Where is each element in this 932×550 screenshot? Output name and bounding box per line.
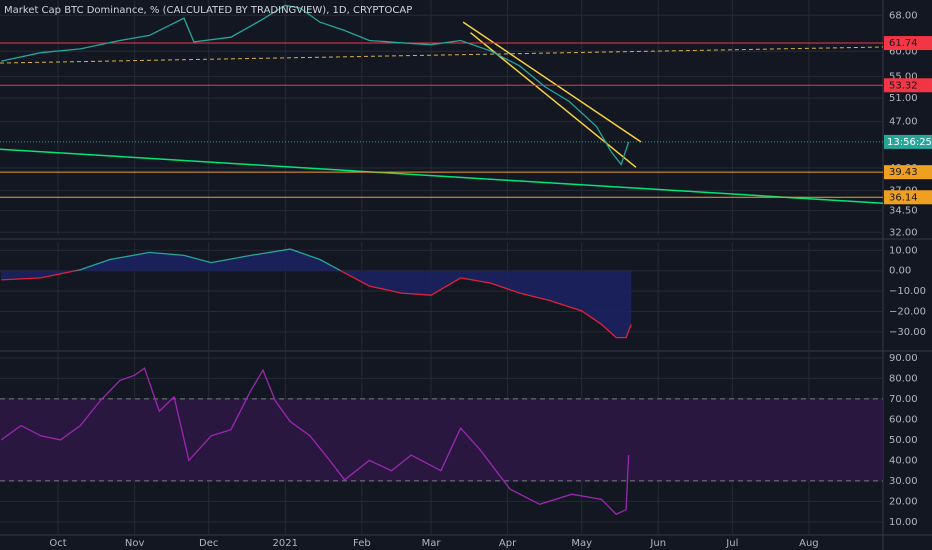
y-tick-label: 40.00 <box>889 455 918 466</box>
y-tick-label: 51.00 <box>889 93 918 104</box>
data-line <box>0 367 630 516</box>
y-tick-label: 20.00 <box>889 496 918 507</box>
x-tick-label: Oct <box>49 538 66 549</box>
y-tick-label: 55.00 <box>889 71 918 82</box>
x-tick-label: Feb <box>353 538 371 549</box>
price-label-box <box>884 36 932 51</box>
x-tick-label: Jul <box>725 538 738 549</box>
y-tick-label: 68.00 <box>889 10 918 21</box>
y-tick-label: 10.00 <box>889 245 918 256</box>
x-tick-label: Jun <box>649 538 666 549</box>
y-tick-label: 90.00 <box>889 353 918 364</box>
countdown: 13:56:25 <box>887 137 932 148</box>
y-tick-label: 47.00 <box>889 117 918 128</box>
price-label: 61.74 <box>889 38 918 49</box>
price-label-box <box>884 190 932 205</box>
trend-line <box>462 21 642 143</box>
y-tick-label: −10.00 <box>889 286 926 297</box>
y-tick-label: 34.50 <box>889 206 918 217</box>
y-tick-label: 32.00 <box>889 227 918 238</box>
price-label: 36.14 <box>889 192 918 203</box>
level-band <box>0 398 883 481</box>
trend-line <box>0 148 884 204</box>
y-tick-label: 60.00 <box>889 414 918 425</box>
countdown-box <box>884 134 932 149</box>
y-tick-label: 0.00 <box>889 266 911 277</box>
x-tick-label: Nov <box>125 538 145 549</box>
y-tick-label: 70.00 <box>889 394 918 405</box>
y-tick-label: 60.00 <box>889 46 918 57</box>
oscillator-area <box>1 249 632 338</box>
x-tick-label: Apr <box>499 538 517 549</box>
x-tick-label: Dec <box>199 538 218 549</box>
oscillator-line <box>1 248 632 339</box>
x-tick-label: Mar <box>422 538 442 549</box>
trend-line <box>0 46 884 64</box>
chart-title: Market Cap BTC Dominance, % (CALCULATED … <box>4 5 412 16</box>
price-label: 53.32 <box>889 80 918 91</box>
y-tick-label: 30.00 <box>889 476 918 487</box>
y-tick-label: −30.00 <box>889 327 926 338</box>
price-label: 39.43 <box>889 167 918 178</box>
y-tick-label: 80.00 <box>889 373 918 384</box>
price-label-box <box>884 78 932 93</box>
data-line <box>1 4 630 166</box>
y-tick-label: −20.00 <box>889 306 926 317</box>
x-tick-label: Aug <box>799 538 819 549</box>
y-tick-label: 10.00 <box>889 517 918 528</box>
price-label-box <box>884 165 932 180</box>
x-tick-label: May <box>571 538 592 549</box>
x-tick-label: 2021 <box>273 538 298 549</box>
y-tick-label: 50.00 <box>889 435 918 446</box>
